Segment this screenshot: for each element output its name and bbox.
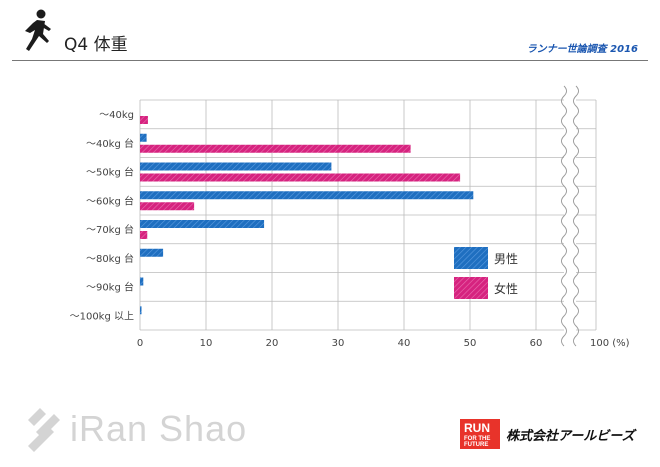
- category-label: 〜60kg 台: [86, 194, 134, 207]
- weight-chart: 〜40kg 〜40kg 台〜50kg 台〜60kg 台〜70kg 台〜80kg 台…: [70, 85, 630, 349]
- x-tick-label: 30: [332, 338, 345, 349]
- bar-male: [140, 306, 142, 315]
- category-label: 〜80kg 台: [86, 252, 134, 265]
- bar-male: [140, 162, 332, 171]
- watermark-text: iRan Shao: [70, 408, 248, 449]
- bars: [140, 116, 474, 315]
- bar-female: [140, 144, 411, 153]
- survey-label: ランナー世論調査 2016: [526, 44, 638, 55]
- iranshao-logo-icon: [28, 408, 60, 452]
- header: Q4 体重 ランナー世論調査 2016: [0, 0, 660, 61]
- legend-swatch: [454, 247, 488, 269]
- page-title: Q4 体重: [64, 35, 128, 55]
- category-label: 〜100kg 以上: [70, 310, 134, 322]
- category-label: 〜70kg 台: [86, 223, 134, 236]
- legend-label: 女性: [494, 281, 518, 296]
- category-label: 〜40kg 台: [86, 137, 134, 150]
- bar-female: [140, 202, 195, 211]
- x-tick-label: 20: [266, 338, 279, 349]
- category-label: 〜90kg 台: [86, 281, 134, 294]
- run-for-future-logo: RUN FOR THE FUTURE: [460, 419, 500, 449]
- category-label: 〜40kg: [99, 110, 134, 121]
- bar-male: [140, 133, 147, 142]
- logo-run-text: RUN: [464, 421, 490, 435]
- grid: [139, 85, 597, 347]
- bar-male: [140, 191, 474, 200]
- axis-break-line: [561, 85, 567, 347]
- bar-male: [140, 277, 144, 286]
- x-tick-label: 0: [137, 338, 143, 349]
- x-tick-label: 60: [530, 338, 543, 349]
- bar-male: [140, 220, 265, 228]
- header-divider: [12, 60, 648, 61]
- x-tick-label: 10: [200, 338, 213, 349]
- axis-break-band: [564, 86, 576, 344]
- legend-swatch: [454, 277, 488, 299]
- company-name: 株式会社アールビーズ: [506, 429, 635, 444]
- bar-female: [140, 116, 148, 124]
- axis-break-line: [573, 85, 579, 347]
- logo-future-text: FOR THE FUTURE: [464, 436, 491, 448]
- bar-female: [140, 231, 148, 239]
- category-label: 〜50kg 台: [86, 166, 134, 179]
- bar-female: [140, 173, 461, 182]
- x-tick-label: 40: [398, 338, 411, 349]
- x-tick-label: 50: [464, 338, 477, 349]
- x-tick-label-break: 100 (%): [590, 338, 630, 349]
- legend-label: 男性: [494, 252, 518, 266]
- bar-male: [140, 248, 164, 257]
- axis-labels: 〜40kg 〜40kg 台〜50kg 台〜60kg 台〜70kg 台〜80kg 台…: [70, 110, 630, 349]
- runner-icon: [25, 9, 51, 51]
